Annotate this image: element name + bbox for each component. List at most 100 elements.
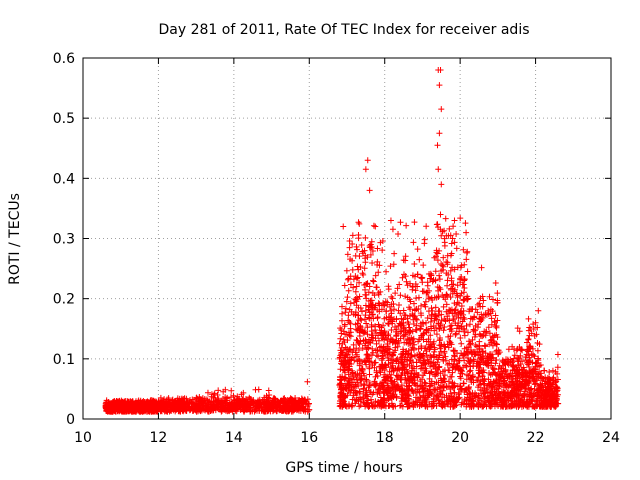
data-point xyxy=(369,337,376,344)
data-point xyxy=(418,401,425,408)
data-point xyxy=(245,396,252,403)
data-point xyxy=(346,244,353,251)
data-point xyxy=(530,352,537,359)
data-point xyxy=(530,402,537,409)
data-point xyxy=(369,345,376,352)
data-point xyxy=(513,390,520,397)
data-point xyxy=(394,366,401,373)
data-point xyxy=(494,382,501,389)
data-point xyxy=(296,400,303,407)
data-point xyxy=(461,396,468,403)
data-point xyxy=(356,329,363,336)
data-point xyxy=(353,283,360,290)
data-point xyxy=(349,266,356,273)
data-point xyxy=(451,307,458,314)
data-point xyxy=(488,336,495,343)
data-point xyxy=(451,300,458,307)
data-point xyxy=(349,354,356,361)
data-point xyxy=(437,345,444,352)
data-point xyxy=(354,274,361,281)
data-point xyxy=(426,358,433,365)
data-point xyxy=(397,292,404,299)
data-point xyxy=(400,332,407,339)
data-point xyxy=(399,363,406,370)
data-point xyxy=(502,389,509,396)
data-point xyxy=(423,338,430,345)
data-point xyxy=(436,130,443,137)
data-point xyxy=(410,346,417,353)
data-point xyxy=(520,392,527,399)
data-point xyxy=(526,324,533,331)
data-point xyxy=(432,304,439,311)
data-point xyxy=(466,321,473,328)
data-point xyxy=(337,335,344,342)
data-point xyxy=(453,230,460,237)
data-point xyxy=(356,362,363,369)
data-point xyxy=(505,358,512,365)
data-point xyxy=(360,399,367,406)
data-point xyxy=(474,349,481,356)
data-point xyxy=(354,379,361,386)
data-point xyxy=(497,403,504,410)
data-point xyxy=(503,398,510,405)
data-point xyxy=(534,340,541,347)
data-point xyxy=(434,366,441,373)
data-point xyxy=(435,166,442,173)
data-point xyxy=(476,345,483,352)
data-point xyxy=(436,384,443,391)
data-point xyxy=(486,351,493,358)
data-point xyxy=(392,290,399,297)
data-point xyxy=(372,347,379,354)
data-point xyxy=(357,315,364,322)
data-point xyxy=(427,275,434,282)
data-point xyxy=(385,387,392,394)
data-point xyxy=(537,381,544,388)
data-point xyxy=(460,296,467,303)
data-point xyxy=(386,368,393,375)
data-point xyxy=(419,274,426,281)
data-point xyxy=(129,400,136,407)
data-point xyxy=(398,328,405,335)
data-point xyxy=(390,261,397,268)
data-point xyxy=(358,365,365,372)
data-point xyxy=(411,261,418,268)
data-point xyxy=(215,406,222,413)
data-point xyxy=(270,400,277,407)
data-point xyxy=(481,342,488,349)
data-point xyxy=(377,380,384,387)
data-point xyxy=(350,341,357,348)
data-point xyxy=(475,384,482,391)
data-point xyxy=(386,374,393,381)
data-point xyxy=(364,157,371,164)
data-point xyxy=(553,384,560,391)
data-point xyxy=(345,312,352,319)
data-point xyxy=(428,294,435,301)
data-point xyxy=(196,399,203,406)
data-point xyxy=(443,291,450,298)
data-point xyxy=(192,401,199,408)
data-point xyxy=(529,345,536,352)
data-point xyxy=(445,378,452,385)
data-point xyxy=(410,239,417,246)
data-point xyxy=(481,394,488,401)
data-point xyxy=(508,401,515,408)
data-point xyxy=(361,316,368,323)
data-point xyxy=(273,403,280,410)
data-point xyxy=(364,254,371,261)
data-point xyxy=(409,365,416,372)
data-point xyxy=(371,359,378,366)
data-point xyxy=(362,312,369,319)
data-point xyxy=(269,408,276,415)
data-point xyxy=(493,340,500,347)
data-point xyxy=(198,406,205,413)
data-point xyxy=(343,384,350,391)
data-point xyxy=(237,403,244,410)
data-point xyxy=(409,286,416,293)
data-point xyxy=(369,311,376,318)
data-point xyxy=(530,370,537,377)
data-point xyxy=(368,396,375,403)
data-point xyxy=(469,306,476,313)
data-point xyxy=(461,261,468,268)
data-point xyxy=(347,320,354,327)
data-point xyxy=(395,302,402,309)
